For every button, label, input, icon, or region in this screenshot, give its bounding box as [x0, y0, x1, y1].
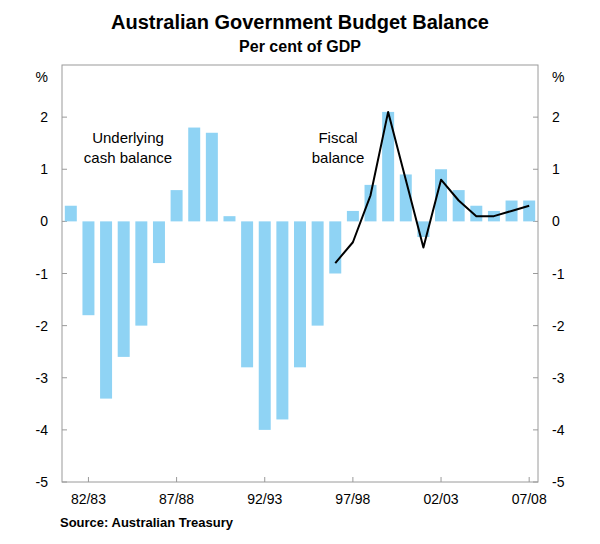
y-tick	[533, 377, 538, 378]
x-tick	[441, 477, 442, 482]
y-tick	[62, 482, 67, 483]
y-tick	[62, 325, 67, 326]
bar	[241, 221, 253, 367]
y-tick-label: 1	[552, 161, 560, 177]
y-tick	[533, 273, 538, 274]
title: Australian Government Budget Balance	[111, 11, 489, 33]
y-tick	[62, 429, 67, 430]
y-tick	[533, 482, 538, 483]
bar	[153, 221, 165, 263]
y-tick-label: -2	[552, 318, 565, 334]
y-tick-label: -4	[552, 422, 565, 438]
x-tick-label: 02/03	[424, 491, 459, 507]
series-label: Fiscalbalance	[312, 129, 365, 166]
y-unit: %	[36, 69, 48, 85]
y-tick-label: 2	[40, 109, 48, 125]
series-label: Underlyingcash balance	[84, 129, 172, 166]
bar	[206, 133, 218, 222]
bar	[118, 221, 130, 357]
bar	[100, 221, 112, 398]
bar	[223, 216, 235, 221]
bar	[259, 221, 271, 430]
y-tick-label: 1	[40, 161, 48, 177]
y-tick	[62, 117, 67, 118]
bar	[135, 221, 147, 325]
x-tick	[264, 477, 265, 482]
bar	[82, 221, 94, 315]
y-tick	[62, 273, 67, 274]
line	[335, 112, 529, 263]
y-tick	[62, 169, 67, 170]
y-tick	[533, 429, 538, 430]
bar	[329, 221, 341, 273]
source: Source: Australian Treasury	[60, 515, 234, 530]
bar	[65, 206, 77, 222]
chart: Australian Government Budget Balance Per …	[0, 0, 600, 544]
y-tick-label: -3	[36, 370, 49, 386]
x-tick	[88, 477, 89, 482]
y-tick-label: 0	[40, 213, 48, 229]
plot-area	[65, 112, 535, 430]
x-tick-label: 92/93	[247, 491, 282, 507]
y-tick-label: -3	[552, 370, 565, 386]
y-tick-label: -4	[36, 422, 49, 438]
subtitle: Per cent of GDP	[239, 38, 361, 55]
x-tick	[529, 477, 530, 482]
plot-frame	[62, 65, 538, 482]
x-tick-label: 87/88	[159, 491, 194, 507]
bar	[294, 221, 306, 367]
y-tick-label: -1	[552, 266, 565, 282]
y-tick-label: 2	[552, 109, 560, 125]
bar	[312, 221, 324, 325]
x-tick-label: 07/08	[512, 491, 547, 507]
x-tick-label: 82/83	[71, 491, 106, 507]
bar	[188, 128, 200, 222]
bar	[276, 221, 288, 419]
y-unit: %	[552, 69, 564, 85]
x-tick	[176, 477, 177, 482]
x-tick-label: 97/98	[335, 491, 370, 507]
y-tick	[533, 169, 538, 170]
y-tick	[533, 325, 538, 326]
y-tick	[62, 377, 67, 378]
bar	[365, 185, 377, 221]
bar	[171, 190, 183, 221]
y-tick-label: -5	[552, 474, 565, 490]
y-tick-label: 0	[552, 213, 560, 229]
y-tick-label: -2	[36, 318, 49, 334]
y-tick-label: -5	[36, 474, 49, 490]
bar	[523, 201, 535, 222]
y-tick-label: -1	[36, 266, 49, 282]
y-tick	[533, 117, 538, 118]
bar	[347, 211, 359, 221]
x-tick	[352, 477, 353, 482]
